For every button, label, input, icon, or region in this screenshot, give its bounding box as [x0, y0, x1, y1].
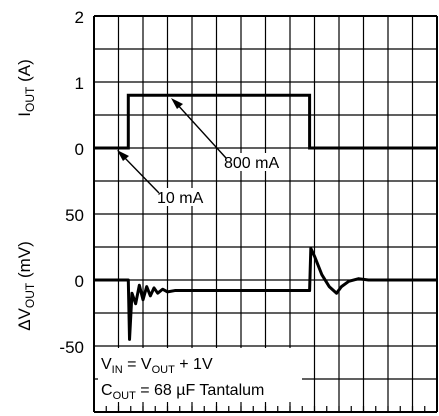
y-tick-top-0: 0 [75, 140, 84, 159]
current-trace [94, 93, 437, 150]
y-axis-label-current: IOUT (A) [15, 59, 37, 116]
annotation-800ma-label: 800 mA [224, 155, 279, 172]
annotation-10ma: 10 mA [117, 150, 208, 207]
annotation-800ma: 800 mA [171, 98, 283, 172]
condition-vin: VIN = VOUT + 1V [101, 356, 213, 376]
y-tick-top-2: 2 [75, 8, 84, 27]
test-conditions: VIN = VOUT + 1V COUT = 68 µF Tantalum [98, 348, 302, 402]
grid-lines [93, 15, 438, 413]
y-axis-label-voltage: ΔVOUT (mV) [15, 241, 37, 331]
condition-cout: COUT = 68 µF Tantalum [101, 382, 264, 402]
y-tick-bottom-minus50: -50 [59, 338, 84, 357]
voltage-trace [94, 246, 437, 341]
y-tick-top-1: 1 [75, 74, 84, 93]
y-tick-bottom-0: 0 [75, 272, 84, 291]
y-tick-bottom-50: 50 [65, 206, 84, 225]
annotation-10ma-label: 10 mA [157, 190, 204, 207]
